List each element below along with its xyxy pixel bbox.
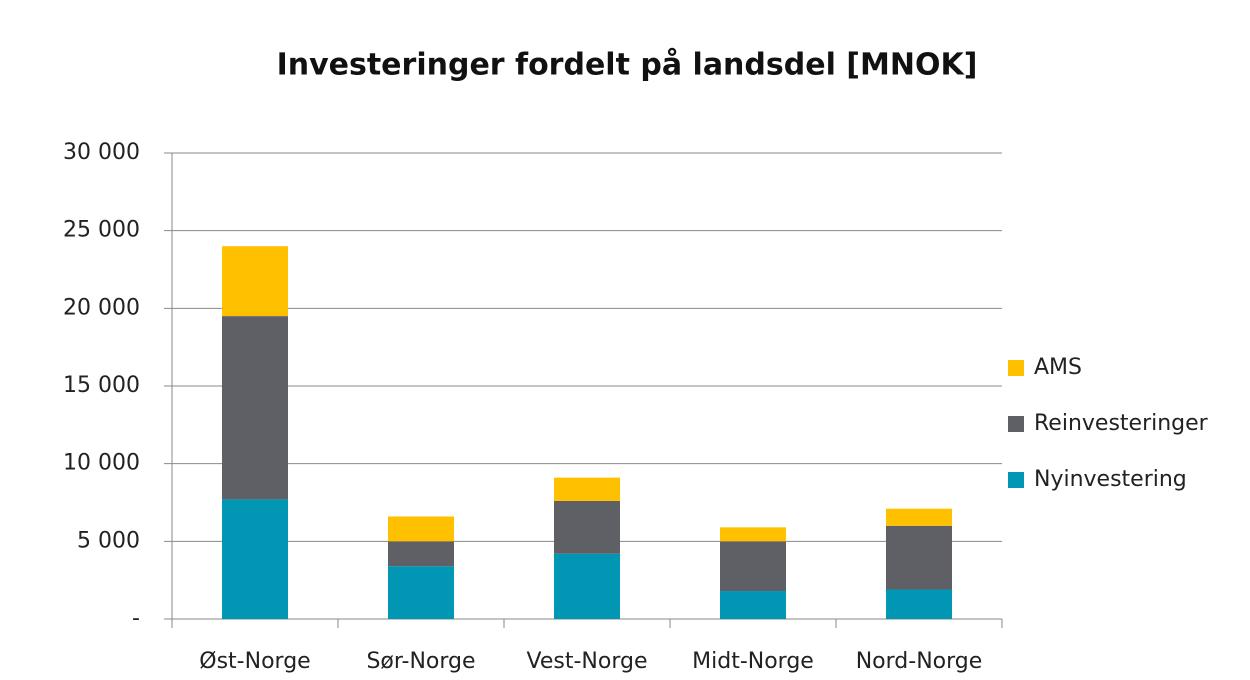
bar-segment xyxy=(886,508,952,526)
bar-segment xyxy=(886,589,952,619)
y-tick-label: 30 000 xyxy=(63,140,140,165)
bar-segment xyxy=(554,553,620,619)
legend-label: AMS xyxy=(1034,355,1082,380)
bar-segment xyxy=(554,477,620,501)
bar-segment xyxy=(720,591,786,619)
legend-swatch xyxy=(1008,416,1024,432)
bar-segment xyxy=(720,541,786,592)
y-tick-label: 20 000 xyxy=(63,295,140,320)
x-tick-label: Øst-Norge xyxy=(199,649,310,674)
x-tick-label: Nord-Norge xyxy=(856,649,983,674)
x-tick-label: Sør-Norge xyxy=(366,649,475,674)
y-tick-label: - xyxy=(132,606,140,631)
bar-segment xyxy=(554,500,620,554)
bar-segment xyxy=(388,566,454,619)
bar-segment xyxy=(222,246,288,317)
legend-swatch xyxy=(1008,472,1024,488)
y-tick-label: 5 000 xyxy=(77,528,140,553)
bar-segment xyxy=(222,316,288,500)
legend-label: Nyinvestering xyxy=(1034,467,1187,492)
bar-segment xyxy=(222,499,288,619)
legend-swatch xyxy=(1008,360,1024,376)
bar-segment xyxy=(720,527,786,542)
bar-segment xyxy=(388,541,454,567)
legend-label: Reinvesteringer xyxy=(1034,411,1209,436)
bar-segment xyxy=(388,516,454,542)
x-tick-label: Vest-Norge xyxy=(527,649,648,674)
y-tick-label: 15 000 xyxy=(63,373,140,398)
y-tick-label: 10 000 xyxy=(63,451,140,476)
bar-segment xyxy=(886,525,952,590)
chart-title: Investeringer fordelt på landsdel [MNOK] xyxy=(277,47,978,83)
y-tick-label: 25 000 xyxy=(63,218,140,243)
x-tick-label: Midt-Norge xyxy=(692,649,814,674)
